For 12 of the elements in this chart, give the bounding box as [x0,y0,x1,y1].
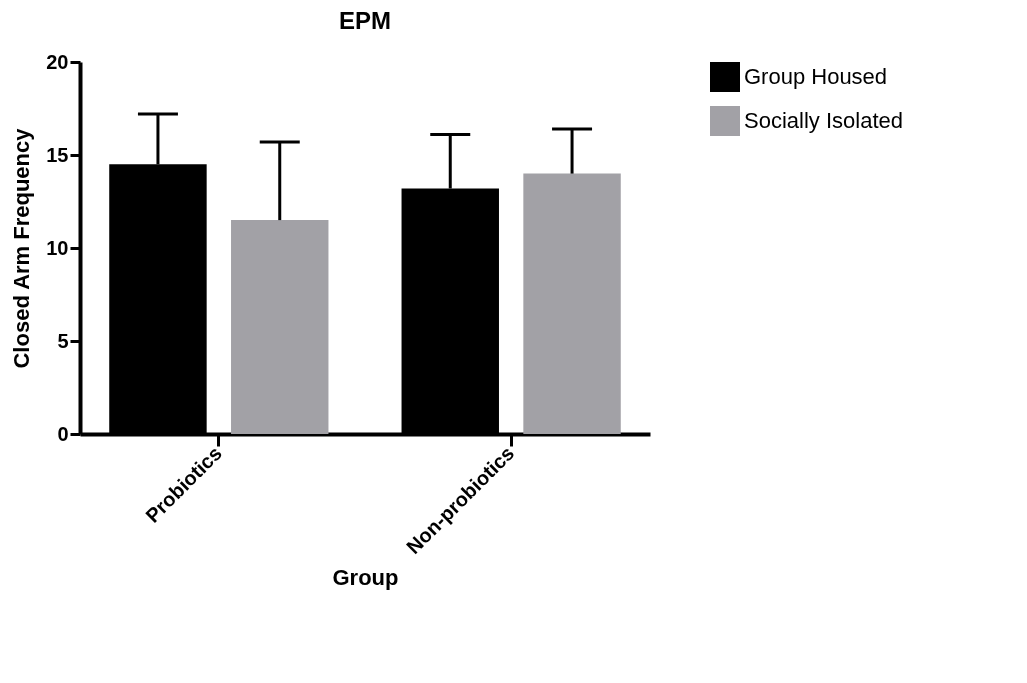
y-axis-title: Closed Arm Frequency [9,127,35,369]
x-axis-title: Group [332,565,399,591]
bar [231,220,329,434]
chart-title: EPM [338,7,392,34]
y-tick-label: 15 [46,143,69,166]
bar [523,173,621,434]
y-tick-label: 0 [57,422,69,445]
legend-label: Socially Isolated [744,108,903,133]
y-tick-label: 10 [46,236,69,259]
y-tick-label: 5 [57,329,69,352]
y-tick-label: 20 [46,50,69,73]
legend-label: Group Housed [744,64,888,89]
